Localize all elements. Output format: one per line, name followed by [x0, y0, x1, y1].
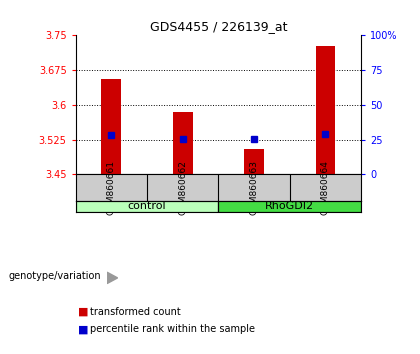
Bar: [76, 201, 218, 212]
Text: control: control: [128, 201, 166, 211]
Bar: [244, 149, 264, 175]
Text: RhoGDI2: RhoGDI2: [265, 201, 314, 211]
Bar: [315, 46, 336, 175]
Text: transformed count: transformed count: [90, 307, 181, 316]
Text: genotype/variation: genotype/variation: [8, 271, 101, 281]
Text: ■: ■: [78, 307, 88, 316]
Title: GDS4455 / 226139_at: GDS4455 / 226139_at: [150, 20, 287, 33]
Bar: [218, 201, 361, 212]
Bar: [173, 112, 193, 175]
Polygon shape: [107, 272, 118, 284]
Bar: [101, 79, 121, 175]
Text: GSM860663: GSM860663: [249, 160, 259, 215]
Text: percentile rank within the sample: percentile rank within the sample: [90, 324, 255, 334]
Text: ■: ■: [78, 324, 88, 334]
Text: GSM860662: GSM860662: [178, 160, 187, 215]
Text: GSM860661: GSM860661: [107, 160, 116, 215]
Text: GSM860664: GSM860664: [321, 160, 330, 215]
